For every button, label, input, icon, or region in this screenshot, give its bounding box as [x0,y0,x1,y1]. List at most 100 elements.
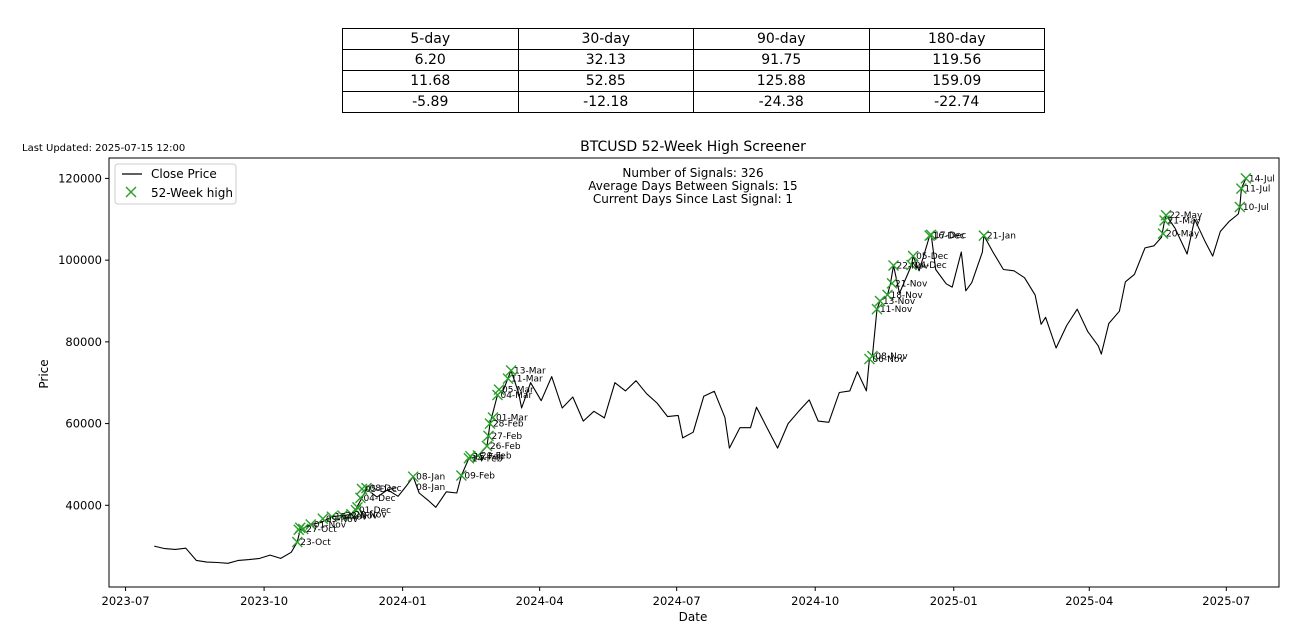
signal-date-label: 13-Mar [514,366,546,376]
signal-date-label: 08-Jan [416,473,445,483]
stats-row: -5.89 -12.18 -24.38 -22.74 [342,91,1045,113]
x-tick-label: 2023-07 [102,594,150,608]
signal-date-label: 11-Jul [1244,185,1270,195]
signal-marker [356,483,368,495]
signal-date-label: 05-Mar [502,386,534,396]
signal-marker [925,229,937,241]
signal-date-label: 01-Mar [496,413,528,423]
signal-date-label: 05-Dec [916,252,948,262]
signal-date-label: 11-Mar [511,375,543,385]
signal-date-label: 09-Nov [326,515,359,525]
signal-marker [326,511,338,523]
signal-date-label: 21-Nov [895,279,928,289]
signal-marker [407,471,419,483]
signal-date-label: 22-Nov [345,512,378,522]
signal-marker [1160,209,1172,221]
signal-date-label: 01-Nov [314,520,347,530]
signal-marker [472,449,484,461]
signal-marker [874,295,886,307]
x-tick-label: 2024-04 [516,594,564,608]
signal-date-label: 27-Oct [306,525,337,535]
signal-marker [907,250,919,262]
signal-marker [906,259,918,271]
y-tick-label: 100000 [58,253,102,267]
signal-date-label: 04-Mar [500,391,532,401]
signal-date-label: 21-May [1168,217,1202,227]
signal-marker [866,350,878,362]
signal-date-label: 10-Jul [1243,203,1269,213]
x-axis-label: Date [679,610,708,624]
y-tick-label: 120000 [58,171,102,185]
signal-date-label: 22-May [1169,211,1203,221]
signal-date-label: 11-Nov [880,305,913,315]
stats-cell: -5.89 [342,91,519,113]
signal-marker [455,469,467,481]
signal-date-label: 20-May [1166,230,1200,240]
signal-date-label: 04-Dec [363,494,395,504]
signal-date-label: 20-Feb [481,451,512,461]
signal-marker [350,504,362,516]
signal-marker [481,440,493,452]
signal-stats-annotation: Current Days Since Last Signal: 1 [593,192,793,206]
signal-marker [502,373,514,385]
signal-marker [886,277,898,289]
stats-table: 5-day 30-day 90-day 180-day 6.20 32.13 91.75 11… [342,28,1045,113]
signal-marker [881,289,893,301]
signal-date-label: 16-Dec [933,232,965,242]
signal-marker [354,492,366,504]
signal-marker [1234,201,1246,213]
x-tick-label: 2024-01 [379,594,427,608]
signal-date-label: 21-Jan [987,232,1016,242]
x-tick-label: 2025-01 [930,594,978,608]
signal-date-label: 14-Jul [1249,174,1275,184]
signal-marker [888,259,900,271]
signal-date-label: 06-Nov [872,355,905,365]
signal-date-label: 17-Dec [934,231,966,241]
y-tick-label: 80000 [65,335,102,349]
signal-marker [505,364,517,376]
y-tick-label: 60000 [65,417,102,431]
signal-date-label: 01-Dec [359,506,391,516]
signal-marker [1240,172,1252,184]
x-tick-label: 2025-04 [1065,594,1113,608]
signal-date-label: 15-Feb [473,452,504,462]
legend-close-price: Close Price [151,167,217,181]
stats-cell: -12.18 [517,91,694,113]
signal-marker [336,510,348,521]
legend-box [114,163,237,205]
signal-marker [305,518,317,530]
signal-date-label: 15-Nov [335,513,368,523]
x-tick-label: 2024-07 [653,594,701,608]
stats-cell: 6.20 [342,49,519,71]
signal-date-label: 23-Oct [300,538,331,548]
signal-marker [484,418,496,430]
signal-marker [978,230,990,242]
signal-date-label: 13-Nov [883,297,916,307]
stats-cell: -24.38 [693,91,870,113]
y-tick-label: 40000 [65,498,102,512]
stats-cell: -22.74 [868,91,1045,113]
y-axis-label: Price [37,359,51,388]
legend: Close Price 52-Week high [114,163,237,205]
signal-date-label: 22-Nov [897,261,930,271]
signal-marker [297,523,309,535]
signal-date-label: 28-Feb [493,420,524,430]
x-tick-label: 2023-10 [240,594,288,608]
signal-date-label: 14-Feb [472,454,503,464]
signal-marker [291,536,303,548]
stats-row: 11.68 52.85 125.88 159.09 [342,70,1045,92]
signal-stats-annotation: Average Days Between Signals: 15 [588,179,797,193]
signal-marker [1235,183,1247,195]
signal-date-label: 26-Feb [490,442,521,452]
signal-date-label: 04-Dec [915,261,947,271]
signal-marker [317,513,329,525]
signal-marker [1157,228,1169,240]
plot-frame [108,157,1280,588]
signal-marker [487,411,499,423]
legend-x-marker-icon [125,186,137,198]
signal-date-label: 28-Nov [354,510,387,520]
signal-date-label: 08-Dec [369,484,401,494]
signal-marker [360,482,372,494]
signal-date-label: 27-Feb [491,432,522,442]
